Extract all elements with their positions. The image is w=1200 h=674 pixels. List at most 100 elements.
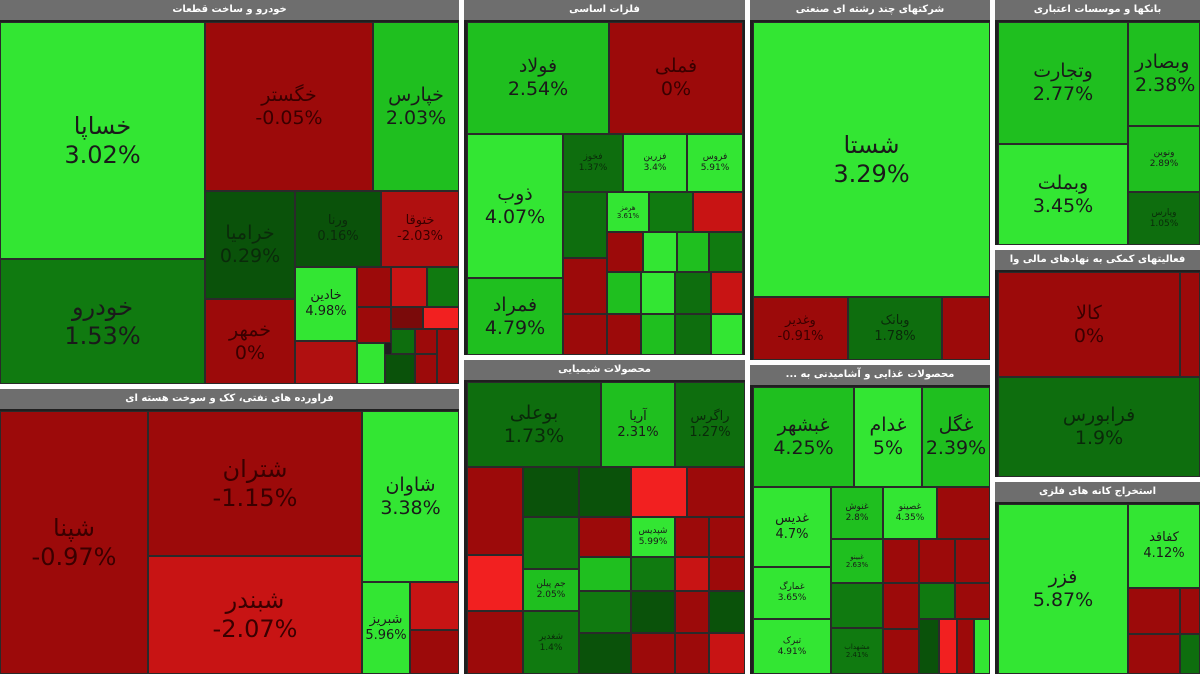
small-stock-tile[interactable] <box>641 314 675 355</box>
stock-tile[interactable]: شتران -1.15% <box>148 411 362 556</box>
stock-tile[interactable]: کفاقد 4.12% <box>1128 504 1200 588</box>
small-stock-tile[interactable] <box>437 329 459 384</box>
stock-tile[interactable]: غصينو 4.35% <box>883 487 937 539</box>
stock-tile[interactable]: ورنا 0.16% <box>295 191 381 267</box>
small-stock-tile[interactable] <box>693 192 743 232</box>
stock-tile[interactable]: کالا 0% <box>998 272 1180 377</box>
stock-tile[interactable]: شغدير 1.4% <box>523 611 579 674</box>
stock-tile[interactable]: وتجارت 2.77% <box>998 22 1128 144</box>
small-stock-tile[interactable] <box>675 314 711 355</box>
small-stock-tile[interactable] <box>675 517 709 557</box>
small-stock-tile[interactable] <box>942 297 990 360</box>
stock-tile[interactable]: وبصادر 2.38% <box>1128 22 1200 126</box>
small-stock-tile[interactable] <box>467 555 523 611</box>
small-stock-tile[interactable] <box>357 267 391 307</box>
small-stock-tile[interactable] <box>631 557 675 591</box>
stock-tile[interactable]: ختوقا -2.03% <box>381 191 459 267</box>
stock-tile[interactable]: خمهر 0% <box>205 299 295 384</box>
small-stock-tile[interactable] <box>579 557 631 591</box>
stock-tile[interactable]: شپنا -0.97% <box>0 411 148 674</box>
small-stock-tile[interactable] <box>709 517 745 557</box>
small-stock-tile[interactable] <box>883 629 919 674</box>
stock-tile[interactable]: ونوين 2.89% <box>1128 126 1200 192</box>
small-stock-tile[interactable] <box>607 232 643 272</box>
stock-tile[interactable]: راگرس 1.27% <box>675 382 745 467</box>
small-stock-tile[interactable] <box>631 591 675 633</box>
small-stock-tile[interactable] <box>955 539 990 583</box>
small-stock-tile[interactable] <box>937 487 990 539</box>
stock-tile[interactable]: بوعلی 1.73% <box>467 382 601 467</box>
stock-tile[interactable]: شاوان 3.38% <box>362 411 459 582</box>
small-stock-tile[interactable] <box>955 583 990 619</box>
small-stock-tile[interactable] <box>423 307 459 329</box>
small-stock-tile[interactable] <box>1180 272 1200 377</box>
small-stock-tile[interactable] <box>579 517 631 557</box>
small-stock-tile[interactable] <box>427 267 459 307</box>
stock-tile[interactable]: خپارس 2.03% <box>373 22 459 191</box>
small-stock-tile[interactable] <box>631 633 675 674</box>
small-stock-tile[interactable] <box>831 583 883 628</box>
small-stock-tile[interactable] <box>385 354 415 384</box>
small-stock-tile[interactable] <box>709 232 743 272</box>
stock-tile[interactable]: خادين 4.98% <box>295 267 357 341</box>
stock-tile[interactable]: فزر 5.87% <box>998 504 1128 674</box>
stock-tile[interactable]: فرابورس 1.9% <box>998 377 1200 477</box>
small-stock-tile[interactable] <box>631 467 687 517</box>
stock-tile[interactable]: وبانک 1.78% <box>848 297 942 360</box>
small-stock-tile[interactable] <box>1180 588 1200 634</box>
small-stock-tile[interactable] <box>415 329 437 354</box>
stock-tile[interactable]: تبرک 4.91% <box>753 619 831 674</box>
stock-tile[interactable]: ذوب 4.07% <box>467 134 563 278</box>
stock-tile[interactable]: شبریز 5.96% <box>362 582 410 674</box>
stock-tile[interactable]: غمارگ 3.65% <box>753 567 831 619</box>
small-stock-tile[interactable] <box>467 611 523 674</box>
small-stock-tile[interactable] <box>919 539 955 583</box>
small-stock-tile[interactable] <box>357 307 391 343</box>
stock-tile[interactable]: شستا 3.29% <box>753 22 990 297</box>
stock-tile[interactable]: جم پيلن 2.05% <box>523 569 579 611</box>
stock-tile[interactable]: خودرو 1.53% <box>0 259 205 384</box>
small-stock-tile[interactable] <box>523 467 579 517</box>
small-stock-tile[interactable] <box>957 619 974 674</box>
small-stock-tile[interactable] <box>709 633 745 674</box>
stock-tile[interactable]: شپديس 5.99% <box>631 517 675 557</box>
small-stock-tile[interactable] <box>523 517 579 569</box>
stock-tile[interactable]: غبشهر 4.25% <box>753 387 854 487</box>
small-stock-tile[interactable] <box>687 467 745 517</box>
small-stock-tile[interactable] <box>295 341 357 384</box>
small-stock-tile[interactable] <box>391 329 415 354</box>
stock-tile[interactable]: فولاد 2.54% <box>467 22 609 134</box>
small-stock-tile[interactable] <box>1128 634 1180 674</box>
small-stock-tile[interactable] <box>709 591 745 633</box>
stock-tile[interactable]: غگل 2.39% <box>922 387 990 487</box>
small-stock-tile[interactable] <box>675 557 709 591</box>
small-stock-tile[interactable] <box>643 232 677 272</box>
small-stock-tile[interactable] <box>579 467 631 517</box>
stock-tile[interactable]: فروس 5.91% <box>687 134 743 192</box>
stock-tile[interactable]: غدام 5% <box>854 387 922 487</box>
stock-tile[interactable]: خگستر -0.05% <box>205 22 373 191</box>
small-stock-tile[interactable] <box>709 557 745 591</box>
small-stock-tile[interactable] <box>711 272 743 314</box>
stock-tile[interactable]: غبينو 2.63% <box>831 539 883 583</box>
stock-tile[interactable]: وپارس 1.05% <box>1128 192 1200 245</box>
small-stock-tile[interactable] <box>919 583 955 619</box>
small-stock-tile[interactable] <box>649 192 693 232</box>
small-stock-tile[interactable] <box>563 258 607 314</box>
small-stock-tile[interactable] <box>467 467 523 555</box>
small-stock-tile[interactable] <box>675 633 709 674</box>
small-stock-tile[interactable] <box>563 314 607 355</box>
stock-tile[interactable]: فزرين 3.4% <box>623 134 687 192</box>
stock-tile[interactable]: فملی 0% <box>609 22 743 134</box>
small-stock-tile[interactable] <box>607 272 641 314</box>
small-stock-tile[interactable] <box>391 267 427 307</box>
stock-tile[interactable]: فمراد 4.79% <box>467 278 563 355</box>
small-stock-tile[interactable] <box>919 619 939 674</box>
small-stock-tile[interactable] <box>607 314 641 355</box>
small-stock-tile[interactable] <box>677 232 709 272</box>
small-stock-tile[interactable] <box>939 619 957 674</box>
small-stock-tile[interactable] <box>579 591 631 633</box>
small-stock-tile[interactable] <box>415 354 437 384</box>
stock-tile[interactable]: غديس 4.7% <box>753 487 831 567</box>
stock-tile[interactable]: وبملت 3.45% <box>998 144 1128 245</box>
